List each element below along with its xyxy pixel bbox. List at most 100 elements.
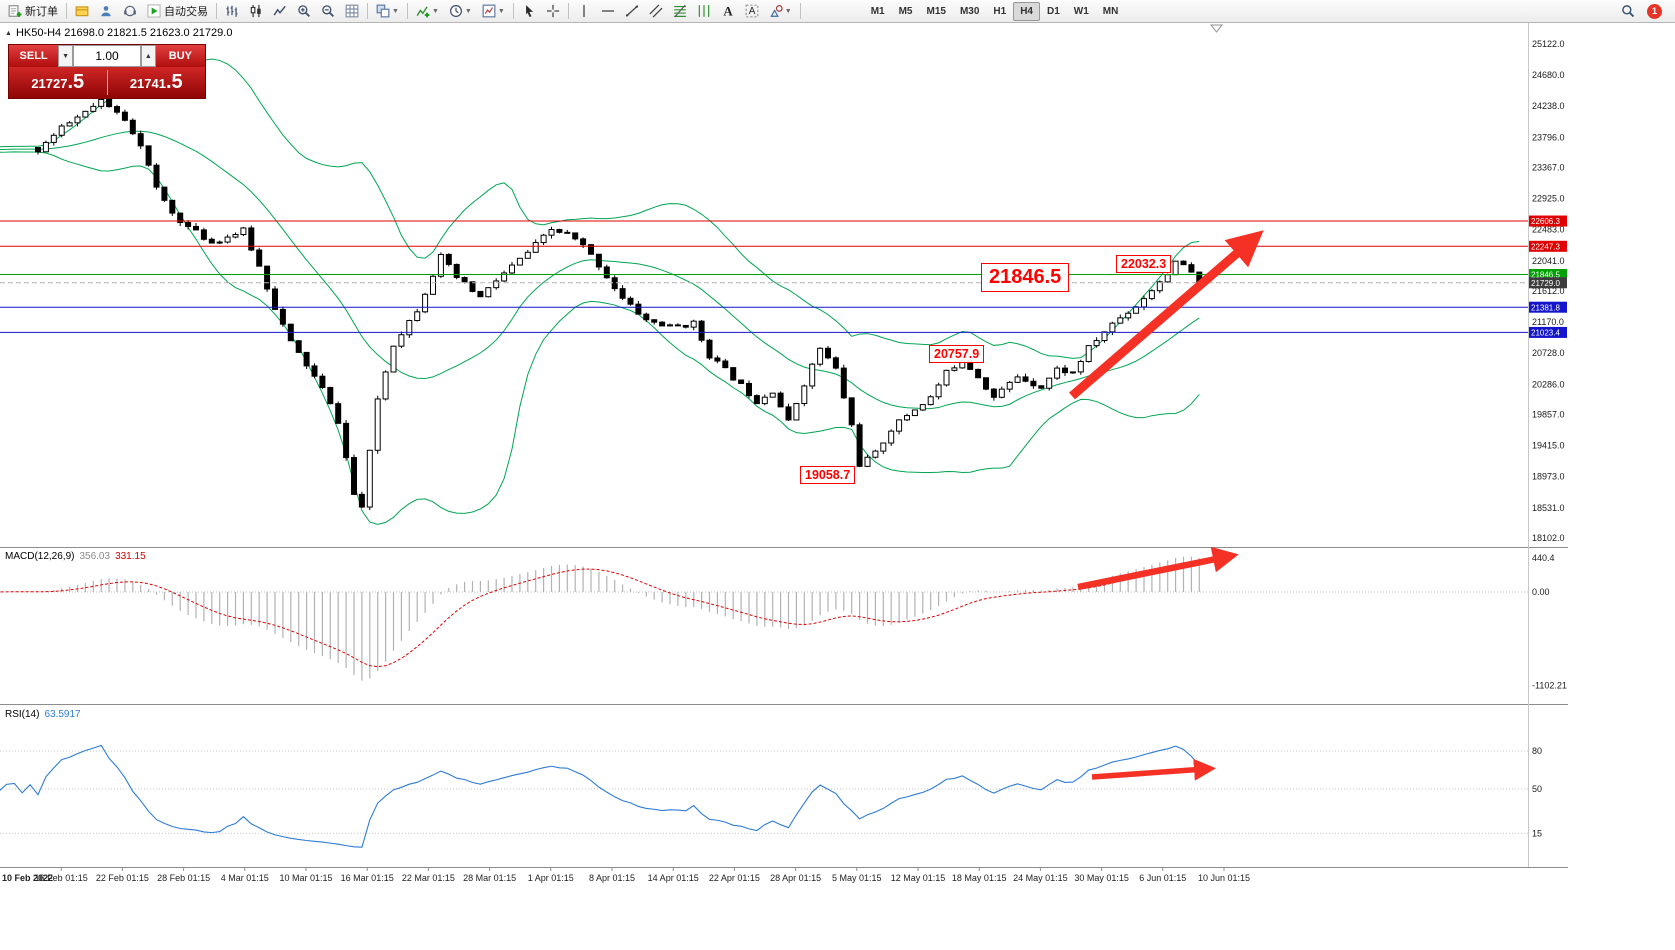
buy-price-frac: .5 [165,70,183,93]
grid-icon [345,4,359,18]
sell-price-int: 21727 [31,75,68,91]
toolbar-separator [216,3,217,19]
svg-text:20286.0: 20286.0 [1532,379,1565,389]
buy-button[interactable]: BUY [155,45,205,67]
horizontal-line-button[interactable] [596,1,620,21]
rsi-panel [0,744,1528,848]
support-button[interactable] [118,1,142,21]
market-watch-button[interactable] [94,1,118,21]
svg-text:28 Mar 01:15: 28 Mar 01:15 [463,873,516,883]
arrows-shapes-button[interactable]: ▼ [764,1,797,21]
equidistant-channel-button[interactable] [644,1,668,21]
search-icon [1621,4,1635,18]
fibonacci-retracement-button[interactable] [668,1,692,21]
sell-price[interactable]: 21727.5 [9,67,107,99]
svg-text:23367.0: 23367.0 [1532,163,1565,173]
price-annotation-20757[interactable]: 20757.9 [929,345,985,363]
svg-text:19857.0: 19857.0 [1532,410,1565,420]
price-annotation-21846[interactable]: 21846.5 [981,263,1070,292]
svg-text:21729.0: 21729.0 [1531,279,1560,288]
grid-button[interactable] [340,1,364,21]
indicators-button[interactable]: ▼ [411,1,444,21]
play-icon [147,4,161,18]
rsi-value: 63.5917 [44,709,81,720]
svg-text:21846.5: 21846.5 [1531,271,1560,280]
horizontal-lines[interactable] [0,220,1528,333]
timeframe-m30-button[interactable]: M30 [959,5,980,17]
auto-trading-button[interactable]: 自动交易 [142,1,213,21]
cursor-button[interactable] [517,1,541,21]
timeframe-m1-button[interactable]: M1 [870,5,885,17]
candlestick-chart-button[interactable] [244,1,268,21]
zoom-in-button[interactable] [292,1,316,21]
symbol-info: ▲ HK50-H4 21698.0 21821.5 21623.0 21729.0 [5,27,232,39]
timeframe-m5-button[interactable]: M5 [898,5,913,17]
price-annotation-22032[interactable]: 22032.3 [1116,255,1172,273]
trend-arrows[interactable] [1069,230,1264,781]
svg-text:80: 80 [1532,746,1542,756]
candlesticks [35,98,1203,511]
bar-chart-button[interactable] [220,1,244,21]
timeframe-h1-button[interactable]: H1 [993,5,1007,17]
svg-text:A: A [723,5,733,18]
svg-text:18531.0: 18531.0 [1532,503,1565,513]
svg-text:21612.0: 21612.0 [1532,286,1565,296]
toolbar-items: 新订单 自动交易 ▼ ▼ ▼ ▼ A A ▼ [3,0,804,22]
sell-button[interactable]: SELL [9,45,59,67]
tile-windows-button[interactable]: ▼ [371,1,404,21]
vertical-line-button[interactable] [572,1,596,21]
text-button[interactable]: A [716,1,740,21]
svg-text:18973.0: 18973.0 [1532,472,1565,482]
new-order-button[interactable]: 新订单 [3,1,63,21]
timeframe-mn-button[interactable]: MN [1102,5,1119,17]
auto-trading-button-label: 自动交易 [164,6,208,18]
svg-text:22606.3: 22606.3 [1531,217,1560,226]
line-chart-button[interactable] [268,1,292,21]
timeframe-d1-button[interactable]: D1 [1047,5,1060,17]
periods-button[interactable]: ▼ [444,1,477,21]
rsi-name: RSI(14) [5,709,40,720]
svg-text:4 Mar 01:15: 4 Mar 01:15 [221,873,269,883]
candles-icon [249,4,263,18]
svg-text:21381.8: 21381.8 [1531,303,1560,312]
svg-text:10 Feb 2022: 10 Feb 2022 [2,873,53,883]
templates-button[interactable]: ▼ [477,1,510,21]
svg-text:50: 50 [1532,784,1542,794]
cycle-lines-button[interactable] [692,1,716,21]
macd-value: 356.03 [79,551,111,562]
toolbar-right: 1 [1616,1,1672,21]
svg-text:1 Apr 01:15: 1 Apr 01:15 [528,873,574,883]
order-controls-row: SELL ▼ ▲ BUY [9,45,205,67]
volume-decrease-button[interactable]: ▼ [58,45,73,67]
template-icon [482,4,496,18]
timeframe-w1-button[interactable]: W1 [1073,5,1089,17]
linechart-icon [273,4,287,18]
buy-price-int: 21741 [129,75,166,91]
macd-name: MACD(12,26,9) [5,551,75,562]
trendline-button[interactable] [620,1,644,21]
svg-text:21170.0: 21170.0 [1532,317,1564,327]
svg-text:22247.3: 22247.3 [1531,242,1560,251]
timeframe-h4-button[interactable]: H4 [1013,1,1040,21]
notification-badge[interactable]: 1 [1647,3,1662,19]
text-label-button[interactable]: A [740,1,764,21]
search-button[interactable] [1616,1,1640,21]
zoom-out-button[interactable] [316,1,340,21]
toolbar-separator [567,3,569,19]
svg-text:10 Mar 01:15: 10 Mar 01:15 [279,873,332,883]
svg-text:21023.4: 21023.4 [1531,329,1560,338]
timeframe-m15-button[interactable]: M15 [926,5,946,17]
svg-text:12 May 01:15: 12 May 01:15 [891,873,946,883]
volume-input[interactable] [73,45,141,67]
buy-price[interactable]: 21741.5 [108,67,206,99]
crosshair-button[interactable] [541,1,565,21]
order-prices-row: 21727.5 21741.5 [9,67,205,98]
price-divider [106,70,108,95]
price-annotation-19058[interactable]: 19058.7 [800,466,856,484]
svg-text:-1102.21: -1102.21 [1532,681,1567,691]
svg-text:24680.0: 24680.0 [1532,70,1565,80]
svg-text:15: 15 [1532,828,1542,838]
volume-increase-button[interactable]: ▲ [141,45,156,67]
profiles-button[interactable] [70,1,94,21]
